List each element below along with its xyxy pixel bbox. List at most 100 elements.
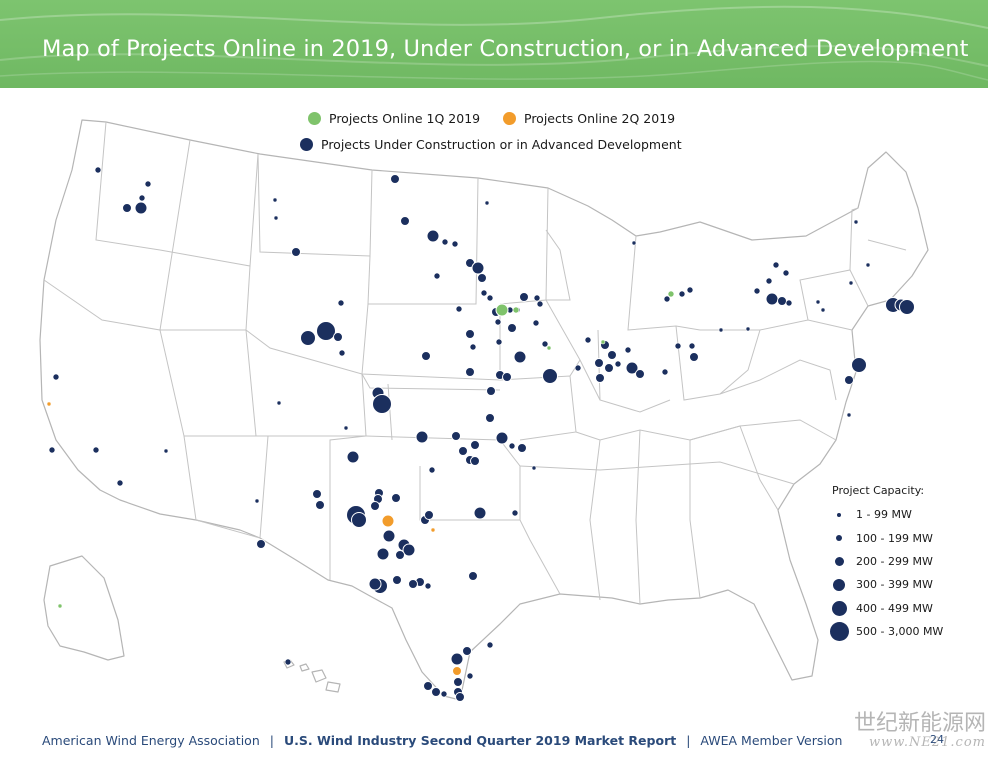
- project-dot-under-construction: [614, 360, 622, 368]
- project-dot-under-construction: [312, 489, 322, 499]
- watermark-line-1: 世纪新能源网: [853, 711, 986, 736]
- project-dot-under-construction: [477, 273, 487, 283]
- project-dot-under-construction: [468, 571, 478, 581]
- project-dot-under-construction: [423, 681, 433, 691]
- project-dot-under-construction: [415, 430, 429, 444]
- project-dot-under-construction: [451, 240, 459, 248]
- project-dot-under-construction: [785, 299, 793, 307]
- project-dot-under-construction: [674, 342, 682, 350]
- project-dot-under-construction: [513, 350, 527, 364]
- project-dot-under-construction: [541, 340, 549, 348]
- project-dot-online-2q: [452, 666, 462, 676]
- project-dot-under-construction: [272, 197, 278, 203]
- project-dot-under-construction: [333, 332, 343, 342]
- project-dot-under-construction: [507, 323, 517, 333]
- header-banner: Map of Projects Online in 2019, Under Co…: [0, 0, 988, 88]
- capacity-legend: Project Capacity: 1 - 99 MW 100 - 199 MW…: [828, 484, 943, 643]
- project-dot-under-construction: [848, 280, 854, 286]
- project-dot-under-construction: [663, 295, 671, 303]
- project-dot-under-construction: [402, 543, 416, 557]
- project-dot-under-construction: [390, 174, 400, 184]
- project-dot-under-construction: [458, 446, 468, 456]
- project-dot-under-construction: [470, 440, 480, 450]
- project-dot-under-construction: [532, 319, 540, 327]
- project-dot-under-construction: [678, 290, 686, 298]
- project-dot-under-construction: [484, 200, 490, 206]
- project-dot-under-construction: [469, 343, 477, 351]
- project-dot-under-construction: [92, 446, 100, 454]
- project-dot-under-construction: [300, 330, 316, 346]
- capacity-legend-title: Project Capacity:: [832, 484, 925, 497]
- project-dot-under-construction: [853, 219, 859, 225]
- project-dot-under-construction: [291, 247, 301, 257]
- project-dot-under-construction: [495, 338, 503, 346]
- project-dot-under-construction: [689, 352, 699, 362]
- project-dot-under-construction: [718, 327, 724, 333]
- project-dot-under-construction: [440, 690, 448, 698]
- project-dot-under-construction: [777, 296, 787, 306]
- watermark-line-2: www.NE21.com: [869, 735, 986, 750]
- legend-label: Projects Online 1Q 2019: [329, 111, 481, 126]
- project-dot-under-construction: [428, 466, 436, 474]
- project-dot-under-construction: [450, 652, 464, 666]
- project-dot-under-construction: [382, 529, 396, 543]
- project-dot-under-construction: [273, 215, 279, 221]
- legend-dot-navy: [300, 138, 313, 151]
- contiguous-us-outline: [39, 119, 929, 701]
- project-dot-under-construction: [433, 272, 441, 280]
- project-dot-under-construction: [465, 367, 475, 377]
- project-dot-under-construction: [276, 400, 282, 406]
- project-dot-under-construction: [163, 448, 169, 454]
- project-dot-under-construction: [424, 510, 434, 520]
- project-dot-under-construction: [594, 358, 604, 368]
- capacity-label: 500 - 3,000 MW: [856, 625, 944, 639]
- project-dots: [46, 166, 915, 702]
- project-dot-under-construction: [421, 351, 431, 361]
- capacity-label: 200 - 299 MW: [856, 554, 933, 568]
- legend-item-online-1q: Projects Online 1Q 2019: [308, 111, 480, 126]
- project-dot-under-construction: [508, 442, 516, 450]
- project-dot-under-construction: [486, 386, 496, 396]
- legend-item-under-construction: Projects Under Construction or in Advanc…: [300, 137, 682, 152]
- capacity-dot: [837, 512, 841, 517]
- project-dot-under-construction: [604, 363, 614, 373]
- project-dot-under-construction: [536, 300, 544, 308]
- project-dot-under-construction: [368, 577, 382, 591]
- project-dot-online-1q: [546, 345, 552, 351]
- project-dot-under-construction: [624, 346, 632, 354]
- project-dot-under-construction: [337, 299, 345, 307]
- project-dot-under-construction: [688, 342, 696, 350]
- capacity-label: 100 - 199 MW: [856, 531, 933, 545]
- project-dot-under-construction: [494, 318, 502, 326]
- project-dot-online-1q: [512, 306, 520, 314]
- project-dot-under-construction: [607, 350, 617, 360]
- project-dot-under-construction: [316, 321, 336, 341]
- project-dot-under-construction: [453, 677, 463, 687]
- project-dot-under-construction: [542, 368, 558, 384]
- project-dot-under-construction: [116, 479, 124, 487]
- project-dot-under-construction: [392, 575, 402, 585]
- capacity-dot: [833, 578, 845, 591]
- capacity-row: 200 - 299 MW: [828, 550, 943, 573]
- project-dot-under-construction: [441, 238, 449, 246]
- project-dot-under-construction: [865, 262, 871, 268]
- project-dot-under-construction: [391, 493, 401, 503]
- project-dot-under-construction: [595, 373, 605, 383]
- project-dot-under-construction: [473, 506, 487, 520]
- project-dot-under-construction: [256, 539, 266, 549]
- project-dot-under-construction: [470, 456, 480, 466]
- project-dot-under-construction: [519, 292, 529, 302]
- project-dot-under-construction: [846, 412, 852, 418]
- project-dot-under-construction: [661, 368, 669, 376]
- project-dot-under-construction: [485, 413, 495, 423]
- alaska-inset-outline: [43, 555, 125, 661]
- hawaii-inset-outline: [283, 659, 341, 693]
- project-dot-online-2q: [381, 514, 395, 528]
- project-dot-under-construction: [465, 329, 475, 339]
- project-dot-under-construction: [451, 431, 461, 441]
- header-wave-decoration: [0, 5, 988, 81]
- legend-dot-green: [308, 112, 321, 125]
- project-dot-under-construction: [254, 498, 260, 504]
- project-dot-under-construction: [400, 216, 410, 226]
- project-dot-under-construction: [625, 361, 639, 375]
